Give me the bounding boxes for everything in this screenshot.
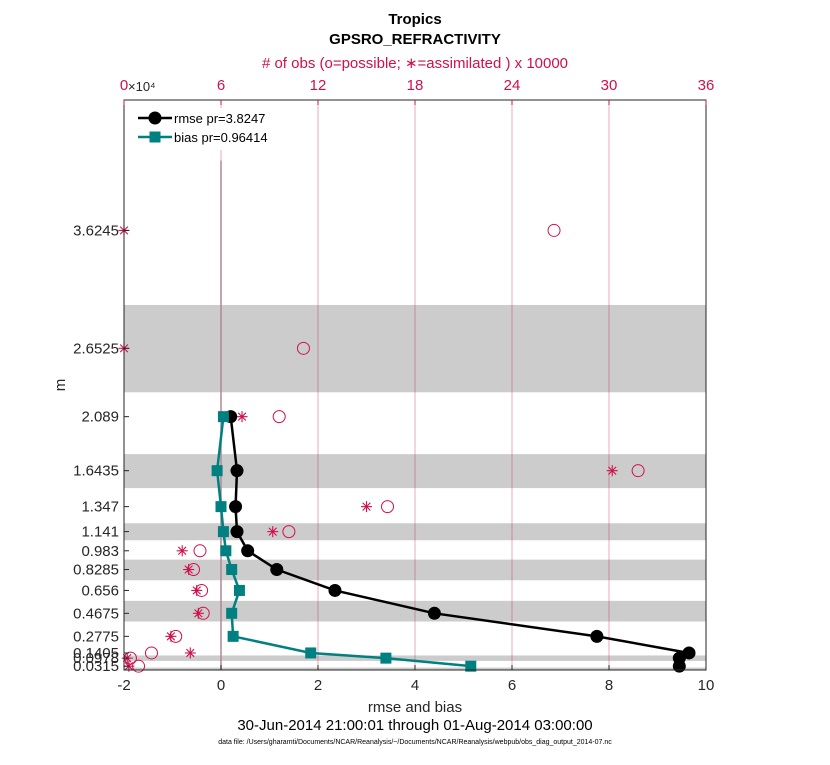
obs-assimilated-marker — [184, 647, 196, 659]
obs-assimilated-marker — [183, 564, 195, 576]
asterisk-stroke — [237, 412, 247, 421]
y-tick-label: 0.0315 — [73, 658, 119, 675]
x-tick-label: 2 — [314, 677, 322, 694]
obs-assimilated-marker — [361, 501, 372, 513]
legend-rmse-label: rmse pr=3.8247 — [174, 111, 265, 126]
rmse-point — [328, 583, 342, 597]
rmse-point — [229, 500, 243, 514]
x-tick-label: -2 — [117, 677, 130, 694]
rmse-point — [270, 563, 284, 577]
asterisk-stroke — [607, 466, 617, 475]
obs-possible-marker — [144, 646, 158, 660]
top-tick-label: 0 — [120, 77, 128, 94]
obs-assimilated-marker — [176, 545, 188, 557]
y-tick-label: 1.141 — [81, 524, 119, 541]
x-tick-label: 4 — [411, 677, 419, 694]
bias-point — [226, 564, 238, 576]
exponent-label: ×10⁴ — [128, 79, 156, 94]
bias-point — [217, 526, 229, 538]
y-tick-label: 0.1405 — [73, 645, 119, 662]
y-axis-label: m — [52, 379, 69, 392]
x-tick-label: 8 — [605, 677, 613, 694]
obs-assimilated-marker — [606, 465, 618, 477]
y-tick-label: 0.656 — [81, 582, 119, 599]
rmse-point — [427, 606, 441, 620]
asterisk-stroke — [192, 586, 201, 595]
obs-assimilated-marker — [267, 526, 279, 538]
chart-title: Tropics — [388, 11, 441, 28]
asterisk-stroke — [362, 502, 371, 511]
rmse-point — [230, 525, 244, 539]
legend: rmse pr=3.8247 bias pr=0.96414 — [134, 108, 280, 150]
obs-possible-marker — [272, 410, 286, 424]
y-tick-label: 0.8285 — [73, 562, 119, 579]
top-tick-label: 36 — [698, 77, 715, 94]
rmse-point — [672, 651, 686, 665]
y-tick-label: 1.6435 — [73, 463, 119, 480]
y-tick-label: 0.0978 — [73, 650, 119, 667]
obs-assimilated-marker — [191, 584, 203, 596]
y-tick-label: 2.6525 — [73, 340, 119, 357]
rmse-point — [230, 464, 244, 478]
y-tick-label: 1.347 — [81, 499, 119, 516]
top-tick-label: 6 — [217, 77, 225, 94]
bias-point — [217, 411, 229, 423]
bias-point — [465, 660, 477, 672]
top-axis-label: # of obs (o=possible; ∗=assimilated ) x … — [262, 55, 568, 72]
y-tick-label: 0.4675 — [73, 605, 119, 622]
x-tick-label: 10 — [698, 677, 715, 694]
y-tick-label: 0.983 — [81, 543, 119, 560]
obs-possible-marker — [381, 500, 395, 514]
x-axis-ticks: -2 0 2 4 6 8 10 — [117, 665, 714, 694]
legend-rmse-marker — [148, 111, 162, 125]
obs-possible-marker — [296, 341, 310, 355]
asterisk-stroke — [184, 565, 193, 574]
asterisk-stroke — [268, 527, 277, 536]
top-tick-label: 12 — [310, 77, 327, 94]
x-axis-label: rmse and bias — [368, 699, 462, 716]
legend-bias-marker — [149, 131, 161, 143]
asterisk-stroke — [186, 648, 195, 658]
footnote: data file: /Users/gharamti/Documents/NCA… — [218, 739, 612, 746]
date-range-label: 30-Jun-2014 21:00:01 through 01-Aug-2014… — [237, 717, 592, 734]
obs-possible-marker — [193, 544, 207, 558]
obs-possible-marker — [282, 525, 296, 539]
obs-assimilated-marker — [236, 411, 248, 423]
bias-point — [211, 465, 223, 477]
top-axis-ticks: 0 6 12 18 24 30 36 — [120, 77, 715, 105]
rmse-point — [241, 544, 255, 558]
bias-point — [215, 501, 227, 513]
rmse-point — [682, 646, 696, 660]
bias-line — [215, 416, 471, 668]
asterisk-stroke — [166, 632, 176, 641]
plot-series — [118, 223, 696, 673]
bias-point — [220, 545, 232, 557]
bias-point — [227, 630, 239, 642]
top-tick-label: 24 — [504, 77, 521, 94]
chart-subtitle: GPSRO_REFRACTIVITY — [329, 31, 501, 48]
asterisk-stroke — [177, 546, 187, 556]
obs-possible-marker — [547, 223, 561, 237]
top-tick-label: 30 — [601, 77, 618, 94]
x-tick-label: 6 — [508, 677, 516, 694]
bias-point — [305, 647, 317, 659]
y-tick-label: 0.2775 — [73, 628, 119, 645]
rmse-point — [590, 629, 604, 643]
asterisk-stroke — [194, 609, 203, 618]
y-tick-label: 3.6245 — [73, 222, 119, 239]
obs-possible-marker — [631, 464, 645, 478]
x-tick-label: 0 — [217, 677, 225, 694]
obs-assimilated-marker — [192, 607, 204, 619]
top-tick-label: 18 — [407, 77, 424, 94]
legend-bias-label: bias pr=0.96414 — [174, 130, 268, 145]
bias-point — [380, 652, 392, 664]
bias-point — [226, 607, 238, 619]
bias-point — [233, 584, 245, 596]
y-tick-label: 2.089 — [81, 409, 119, 426]
obs-assimilated-marker — [165, 630, 177, 642]
